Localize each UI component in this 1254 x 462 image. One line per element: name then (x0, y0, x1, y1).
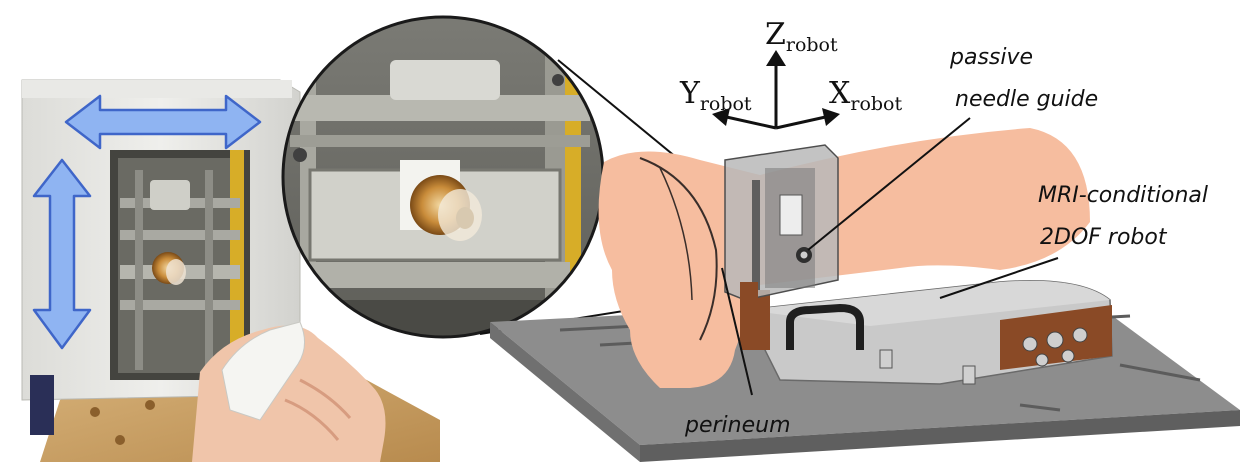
patient-body (598, 128, 1090, 388)
horizontal-motion-arrow (64, 94, 262, 150)
magnified-detail (281, 15, 605, 339)
robot-label-line1: MRI-conditional (1038, 183, 1208, 208)
robot-leader (939, 257, 1059, 299)
y-axis-label: Yrobot (679, 76, 752, 115)
perineum-label: perineum (684, 413, 791, 438)
robot-coordinate-frame: Zrobot Yrobot Xrobot (679, 17, 902, 130)
needle-guide-label-line2: needle guide (955, 87, 1098, 112)
z-axis-label: Zrobot (765, 17, 838, 56)
prototype-photo (0, 0, 440, 462)
robot-label-line2: 2DOF robot (1040, 225, 1168, 250)
perineum-leader (721, 267, 753, 396)
needle-guide-leader (807, 117, 971, 251)
x-axis-label: Xrobot (829, 76, 902, 115)
needle-guide-label-line1: passive (949, 45, 1033, 70)
cad-render (490, 128, 1240, 462)
vertical-motion-arrow (32, 158, 92, 350)
